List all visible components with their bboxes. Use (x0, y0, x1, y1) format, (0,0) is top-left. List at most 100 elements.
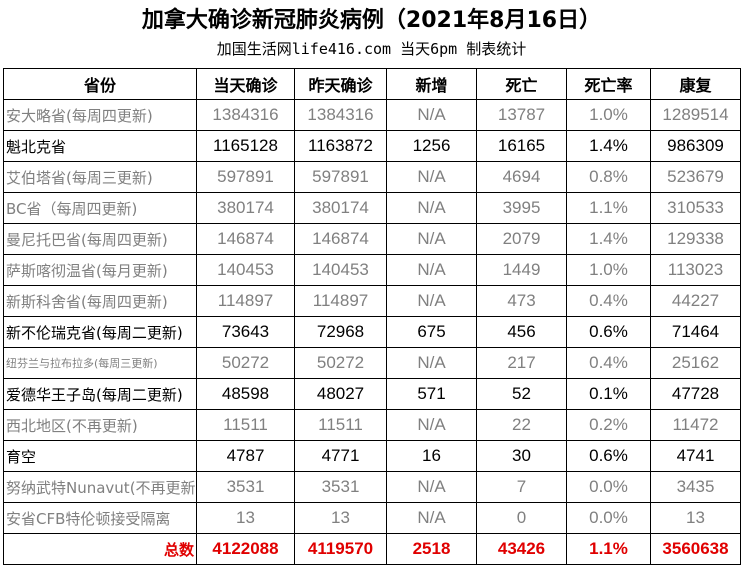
value-cell: 48027 (294, 378, 387, 410)
value-cell: N/A (386, 161, 477, 193)
value-cell: N/A (386, 99, 477, 131)
value-cell: 3995 (476, 192, 567, 224)
value-cell: 0.0% (566, 471, 651, 503)
value-cell: 310533 (650, 192, 741, 224)
value-cell: 30 (476, 440, 567, 472)
province-cell: 魁北克省 (3, 130, 197, 162)
value-cell: 0.8% (566, 161, 651, 193)
value-cell: 47728 (650, 378, 741, 410)
value-cell: 4122088 (196, 533, 295, 565)
value-cell: 4787 (196, 440, 295, 472)
value-cell: 146874 (294, 223, 387, 255)
value-cell: 44227 (650, 285, 741, 317)
value-cell: 50272 (196, 347, 295, 379)
table-row: 萨斯喀彻温省(每月更新) 140453 140453 N/A 1449 1.0% 11302… (3, 254, 741, 286)
value-cell: 114897 (196, 285, 295, 317)
table-row: BC省（每周四更新) 380174 380174 N/A 3995 1.1% 310533 (3, 192, 741, 224)
table-row: 新斯科舍省(每周四更新) 114897 114897 N/A 473 0.4% 44227 (3, 285, 741, 317)
value-cell: 1.0% (566, 99, 651, 131)
value-cell: 11511 (196, 409, 295, 441)
value-cell: 1.4% (566, 130, 651, 162)
value-cell: N/A (386, 347, 477, 379)
value-cell: 2518 (386, 533, 477, 565)
value-cell: 380174 (294, 192, 387, 224)
value-cell: 4119570 (294, 533, 387, 565)
table-row: 安省CFB特伦顿接受隔离 13 13 N/A 0 0.0% 13 (3, 502, 741, 534)
table-row: 曼尼托巴省(每周四更新) 146874 146874 N/A 2079 1.4% 12933… (3, 223, 741, 255)
value-cell: 1.1% (566, 533, 651, 565)
table-row: 爱德华王子岛(每周二更新) 48598 48027 571 52 0.1% 47728 (3, 378, 741, 410)
value-cell: 140453 (294, 254, 387, 286)
value-cell: 13787 (476, 99, 567, 131)
province-cell: 萨斯喀彻温省(每月更新) (3, 254, 197, 286)
value-cell: 114897 (294, 285, 387, 317)
table-row: 总数 4122088 4119570 2518 43426 1.1% 3560638 (3, 533, 741, 565)
province-cell: 总数 (3, 533, 197, 565)
province-cell: 安省CFB特伦顿接受隔离 (3, 502, 197, 534)
column-header: 死亡率 (566, 68, 651, 100)
value-cell: 675 (386, 316, 477, 348)
value-cell: 1.1% (566, 192, 651, 224)
value-cell: 43426 (476, 533, 567, 565)
table-row: 新不伦瑞克省(每周二更新) 73643 72968 675 456 0.6% 71464 (3, 316, 741, 348)
value-cell: 1449 (476, 254, 567, 286)
province-cell: 爱德华王子岛(每周二更新) (3, 378, 197, 410)
value-cell: 0.6% (566, 316, 651, 348)
table-row: 安大略省(每周四更新) 1384316 1384316 N/A 13787 1.0% 128… (3, 99, 741, 131)
value-cell: 3560638 (650, 533, 741, 565)
table-row: 西北地区(不再更新) 11511 11511 N/A 22 0.2% 11472 (3, 409, 741, 441)
value-cell: 16165 (476, 130, 567, 162)
value-cell: 597891 (196, 161, 295, 193)
value-cell: 16 (386, 440, 477, 472)
province-cell: 努纳武特Nunavut(不再更新) (3, 471, 197, 503)
value-cell: 1256 (386, 130, 477, 162)
value-cell: 456 (476, 316, 567, 348)
column-header: 死亡 (476, 68, 567, 100)
value-cell: 11472 (650, 409, 741, 441)
province-cell: 曼尼托巴省(每周四更新) (3, 223, 197, 255)
value-cell: 597891 (294, 161, 387, 193)
value-cell: 3531 (196, 471, 295, 503)
value-cell: 1289514 (650, 99, 741, 131)
province-cell: 艾伯塔省(每周三更新) (3, 161, 197, 193)
value-cell: 0.1% (566, 378, 651, 410)
table-row: 育空 4787 4771 16 30 0.6% 4741 (3, 440, 741, 472)
province-cell: 西北地区(不再更新) (3, 409, 197, 441)
value-cell: 13 (294, 502, 387, 534)
value-cell: N/A (386, 285, 477, 317)
value-cell: 1165128 (196, 130, 295, 162)
value-cell: N/A (386, 192, 477, 224)
value-cell: 0.6% (566, 440, 651, 472)
province-cell: BC省（每周四更新) (3, 192, 197, 224)
value-cell: 71464 (650, 316, 741, 348)
value-cell: 11511 (294, 409, 387, 441)
subtitle: 加国生活网life416.com 当天6pm 制表统计 (216, 40, 527, 58)
value-cell: 146874 (196, 223, 295, 255)
province-cell: 新斯科舍省(每周四更新) (3, 285, 197, 317)
province-cell: 安大略省(每周四更新) (3, 99, 197, 131)
value-cell: 113023 (650, 254, 741, 286)
value-cell: 48598 (196, 378, 295, 410)
value-cell: 0.0% (566, 502, 651, 534)
table-row: 纽芬兰与拉布拉多(每周三更新) 50272 50272 N/A 217 0.4% 25162 (3, 347, 741, 379)
column-header: 省份 (3, 68, 197, 100)
value-cell: 3435 (650, 471, 741, 503)
header-row: 省份 当天确诊 昨天确诊 新增 死亡 死亡率 康复 (3, 68, 741, 100)
title: 加拿大确诊新冠肺炎病例（2021年8月16日） (141, 8, 602, 33)
value-cell: 0 (476, 502, 567, 534)
value-cell: 72968 (294, 316, 387, 348)
value-cell: 140453 (196, 254, 295, 286)
value-cell: 571 (386, 378, 477, 410)
value-cell: 0.4% (566, 347, 651, 379)
province-cell: 纽芬兰与拉布拉多(每周三更新) (3, 347, 197, 379)
value-cell: 22 (476, 409, 567, 441)
province-cell: 育空 (3, 440, 197, 472)
table-row: 艾伯塔省(每周三更新) 597891 597891 N/A 4694 0.8% 523679 (3, 161, 741, 193)
value-cell: 73643 (196, 316, 295, 348)
value-cell: 52 (476, 378, 567, 410)
value-cell: 0.4% (566, 285, 651, 317)
value-cell: 217 (476, 347, 567, 379)
value-cell: 1.4% (566, 223, 651, 255)
value-cell: N/A (386, 223, 477, 255)
